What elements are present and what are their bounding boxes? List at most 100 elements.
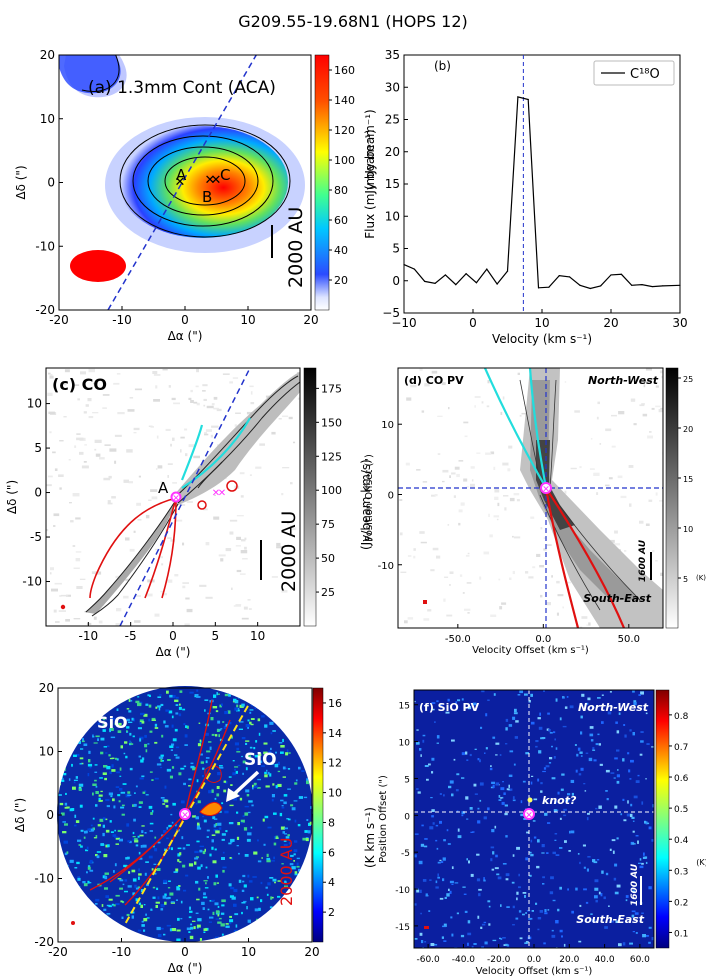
panel-e-ytick-label: 20 [39, 681, 54, 695]
panel-b-point [434, 282, 436, 284]
panel-e-ylabel: Δδ (") [13, 798, 27, 832]
panel-c-colorbar-tick-label: 50 [321, 552, 335, 565]
panel-b-point [496, 283, 498, 285]
panel-f-xlabel: Velocity Offset (km s⁻¹) [476, 966, 593, 977]
panel-b-ytick-label: 30 [385, 80, 400, 94]
panel-d-xtick-label: 0.0 [535, 634, 551, 645]
panel-a-marker-c: ✕ [211, 173, 222, 188]
panel-e-label: (e) SiO [66, 713, 128, 732]
panel-b-point [455, 284, 457, 286]
panel-b-point [579, 284, 581, 286]
panel-c-colorbar-tick-label: 125 [321, 450, 342, 463]
panel-d: ✕ (d) CO PV North-West South-East 1600 A… [364, 367, 706, 656]
panel-a-colorbar-tick-label: 120 [334, 124, 355, 137]
panel-d-colorbar-tick-label: 10 [683, 525, 693, 534]
panel-c-colorbar-label: (Jy/beam km/s) [359, 459, 373, 550]
panel-e-colorbar-tick-label: 12 [328, 757, 342, 770]
panel-e-colorbar [312, 687, 324, 943]
panel-a-colorbar-ticks: 160 140 120 100 80 60 40 20 [329, 64, 355, 287]
panel-d-ytick-label: -10 [378, 561, 394, 572]
svg-text:✕: ✕ [212, 488, 220, 499]
panel-e-xtick-label: -20 [48, 945, 68, 959]
panel-c-ytick-label: -10 [22, 575, 42, 589]
panel-f-noise [414, 690, 654, 948]
panel-b-plot [403, 55, 681, 313]
panel-e-ytick-label: -10 [34, 872, 54, 886]
panel-d-corner-se: South-East [583, 592, 651, 605]
panel-c-label: (c) CO [52, 375, 107, 394]
panel-f-ytick-label: -10 [395, 886, 410, 896]
panel-a-ytick-label: -10 [35, 239, 55, 253]
panel-b-point [413, 268, 415, 270]
panel-f-ytick-label: 0 [404, 812, 410, 822]
panel-d-cyan-curve-2 [528, 368, 548, 489]
panel-f-ytick-label: -15 [395, 923, 410, 933]
panel-c-source-a: A [158, 479, 169, 497]
panel-b-ylabel: Flux (mJy beam⁻¹) [363, 129, 377, 238]
panel-e-axes: -20 -10 0 10 20 20 10 0 -10 -20 Δα (") Δδ (") [13, 681, 320, 975]
panel-c-colorbar-tick-label: 100 [321, 484, 342, 497]
panel-a-ytick-label: 0 [47, 176, 55, 190]
panel-c-xtick-label: 10 [250, 629, 265, 643]
panel-c-ytick-label: 5 [34, 441, 42, 455]
panel-e-xtick-label: 0 [181, 945, 189, 959]
panel-b-point [444, 274, 446, 276]
panel-f-colorbar-tick-label: 0.1 [674, 929, 688, 939]
panel-a-xtick-label: 10 [240, 313, 255, 327]
panel-f-corner-nw: North-West [578, 701, 649, 714]
panel-f-xtick-label: 60.0 [630, 955, 650, 965]
panel-e-arrow [230, 770, 260, 798]
panel-b-ytick-label: 15 [385, 177, 400, 191]
panel-f-colorbar-tick-label: 0.2 [674, 898, 688, 908]
panel-c-xtick-label: 5 [212, 629, 220, 643]
svg-text:✕: ✕ [172, 494, 180, 504]
panel-f: ✕ (f) SiO PV North-West South-East knot?… [378, 689, 706, 977]
panel-b-point [662, 285, 664, 287]
panel-c: (c) CO A ✕ ✕ ✕ 2000 AU -10 -5 0 5 101050-5-1… [5, 367, 373, 659]
panel-b: (b) C¹⁸O −10 0 10 20 30 35 30 25 20 15 10 5 0 −5 Veloc… [363, 48, 688, 346]
panel-f-label: (f) SiO PV [419, 701, 480, 714]
panel-f-ylabel: Position Offset (") [378, 775, 389, 863]
panel-b-point [651, 285, 654, 288]
panel-d-axes: -50.0 0.0 50.0 10 0 -10 Velocity Offset (km s⁻… [364, 420, 640, 656]
panel-f-xtick-label: -60.0 [416, 955, 440, 965]
panel-f-colorbar-tick-label: 0.8 [674, 712, 689, 722]
panel-d-colorbar-tick-label: 15 [683, 475, 693, 484]
panel-d-colorbar-tick-label: 5 [683, 575, 688, 584]
panel-d-xtick-label: -50.0 [445, 634, 471, 645]
panel-e-colorbar-label: (K km s⁻¹) [363, 807, 377, 868]
figure-title: G209.55-19.68N1 (HOPS 12) [238, 12, 468, 31]
panel-e-colorbar-tick-label: 2 [328, 906, 335, 919]
panel-d-red-curve-2 [545, 487, 626, 628]
panel-f-colorbar-tick-label: 0.5 [674, 805, 688, 815]
panel-a-ytick-label: -20 [35, 303, 55, 317]
panel-e-ytick-label: -20 [34, 935, 54, 949]
panel-b-point [641, 284, 643, 286]
panel-c-ylabel: Δδ (") [5, 480, 19, 514]
panel-e-colorbar-tick-label: 8 [328, 816, 335, 829]
panel-b-point [600, 285, 602, 287]
panel-c-xtick-label: -10 [79, 629, 99, 643]
panel-b-point [679, 284, 681, 286]
panel-f-knot-annotation: knot? [542, 794, 577, 807]
svg-text:✕: ✕ [525, 811, 533, 821]
panel-f-colorbar-tick-label: 0.7 [674, 743, 688, 753]
panel-f-corner-se: South-East [576, 913, 644, 926]
panel-b-point [506, 270, 509, 272]
panel-b-point [620, 273, 622, 275]
panel-f-field [414, 690, 654, 948]
panel-b-label: (b) [434, 59, 451, 73]
panel-a-colorbar-tick-label: 80 [334, 184, 348, 197]
panel-f-ytick-label: 15 [399, 702, 410, 712]
panel-a-xtick-label: -20 [49, 313, 69, 327]
panel-b-legend [593, 60, 675, 86]
panel-b-xlabel: Velocity (km s⁻¹) [492, 332, 592, 346]
panel-d-corner-nw: North-West [588, 374, 659, 387]
panel-b-ytick-label: 35 [385, 48, 400, 62]
panel-b-ytick-label: −5 [382, 306, 400, 320]
panel-f-axes: -60.0 -40.0 -20.0 0.0 20.0 40.0 60.0 15 10 5 0 -5 -1… [378, 702, 650, 977]
panel-d-colorbar-ticks: 25 20 15 10 5 [678, 375, 693, 584]
panel-c-scalebar-label: 2000 AU [278, 511, 300, 592]
panel-c-ytick-label: 10 [27, 397, 42, 411]
panel-f-ytick-label: 5 [404, 775, 410, 785]
